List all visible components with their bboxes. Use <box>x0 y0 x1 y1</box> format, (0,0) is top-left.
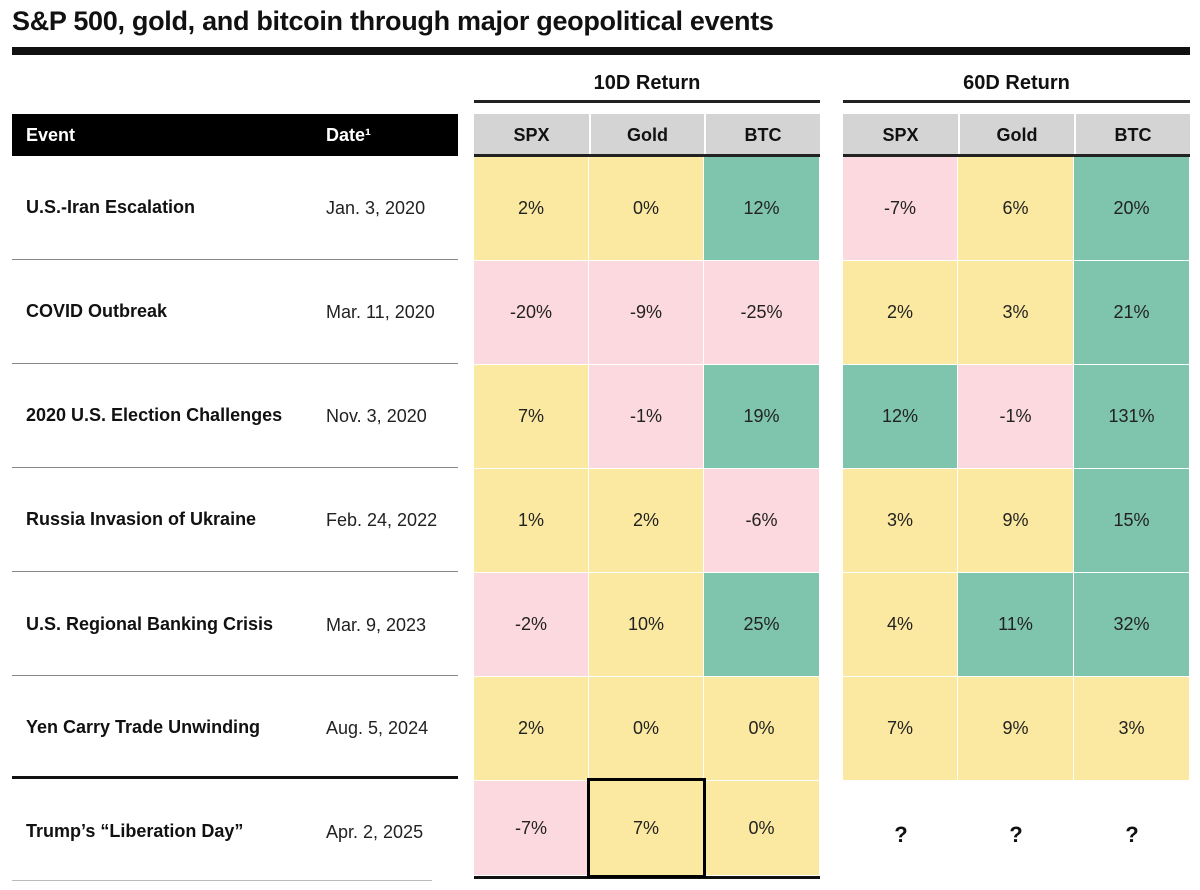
row-divider <box>12 675 458 676</box>
cell-60d-gold: 11% <box>958 573 1074 677</box>
cell-last-10d-gold: 7% <box>589 781 704 876</box>
cell-60d-gold: 9% <box>958 469 1074 573</box>
cell-60d-spx: 2% <box>843 261 958 365</box>
bottom-rule-left <box>12 880 432 881</box>
cell-10d-gold: 2% <box>589 469 704 573</box>
row-date-label: Aug. 5, 2024 <box>326 718 429 738</box>
col-header-10d-spx: SPX <box>474 114 589 156</box>
row-event-label: Russia Invasion of Ukraine <box>26 509 257 529</box>
cell-last-10d-btc: 0% <box>704 781 820 876</box>
cell-10d-spx: 2% <box>474 677 589 781</box>
group-label-10d: 10D Return <box>593 72 701 94</box>
cell-60d-btc: 32% <box>1074 573 1190 677</box>
cell-10d-btc: -25% <box>704 261 820 365</box>
cell-60d-spx: 12% <box>843 365 958 469</box>
cell-60d-gold: 6% <box>958 157 1074 261</box>
col-header-rule-10d <box>474 154 820 157</box>
cell-10d-btc: 12% <box>704 157 820 261</box>
group-rule-60d <box>843 100 1190 103</box>
row-event-label: Yen Carry Trade Unwinding <box>26 717 261 737</box>
cell-60d-btc: 131% <box>1074 365 1190 469</box>
row-event-label-last: Trump’s “Liberation Day” <box>26 821 244 841</box>
title-underline <box>12 47 1190 55</box>
cell-60d-gold: 9% <box>958 677 1074 781</box>
cell-10d-btc: -6% <box>704 469 820 573</box>
cell-60d-btc: 15% <box>1074 469 1190 573</box>
cell-60d-btc: 21% <box>1074 261 1190 365</box>
cell-10d-spx: 7% <box>474 365 589 469</box>
cell-60d-gold: 3% <box>958 261 1074 365</box>
cell-10d-btc: 19% <box>704 365 820 469</box>
col-header-60d-btc: BTC <box>1074 114 1190 156</box>
cell-last-10d-spx: -7% <box>474 781 589 876</box>
row-date-label: Mar. 9, 2023 <box>326 615 427 635</box>
cell-10d-spx: -2% <box>474 573 589 677</box>
row-event-label: U.S.-Iran Escalation <box>26 197 196 217</box>
col-header-10d-gold: Gold <box>589 114 704 156</box>
row-divider <box>12 467 458 468</box>
row-divider <box>12 571 458 572</box>
row-date-label: Nov. 3, 2020 <box>326 406 427 426</box>
cell-60d-spx: 7% <box>843 677 958 781</box>
cell-10d-spx: 2% <box>474 157 589 261</box>
row-event-label: U.S. Regional Banking Crisis <box>26 614 274 634</box>
table-header-bar <box>12 114 458 156</box>
cell-10d-gold: -9% <box>589 261 704 365</box>
cell-60d-btc: 20% <box>1074 157 1190 261</box>
group-rule-10d <box>474 100 820 103</box>
cell-10d-spx: 1% <box>474 469 589 573</box>
unknown-60d-btc: ? <box>1125 822 1139 847</box>
cell-60d-gold: -1% <box>958 365 1074 469</box>
col-header-10d-btc: BTC <box>704 114 820 156</box>
row-event-label: 2020 U.S. Election Challenges <box>26 405 283 425</box>
row-date-label-last: Apr. 2, 2025 <box>326 822 424 842</box>
highlight-frame-gold <box>587 778 706 878</box>
unknown-60d-gold: ? <box>1009 822 1023 847</box>
col-header-rule-60d <box>843 154 1190 157</box>
cell-10d-gold: 10% <box>589 573 704 677</box>
cell-10d-btc: 0% <box>704 677 820 781</box>
header-event: Event <box>26 125 76 145</box>
cell-10d-gold: 0% <box>589 677 704 781</box>
last-row-top-rule <box>12 776 458 779</box>
row-divider <box>12 363 458 364</box>
row-event-label: COVID Outbreak <box>26 301 168 321</box>
col-header-60d-gold: Gold <box>958 114 1074 156</box>
row-date-label: Mar. 11, 2020 <box>326 302 435 322</box>
cell-60d-spx: -7% <box>843 157 958 261</box>
cell-10d-spx: -20% <box>474 261 589 365</box>
unknown-60d-spx: ? <box>894 822 908 847</box>
cell-10d-btc: 25% <box>704 573 820 677</box>
cell-10d-gold: 0% <box>589 157 704 261</box>
header-date: Date¹ <box>326 125 372 145</box>
cell-60d-spx: 4% <box>843 573 958 677</box>
row-date-label: Jan. 3, 2020 <box>326 198 426 218</box>
group-label-60d: 60D Return <box>963 72 1070 94</box>
cell-60d-spx: 3% <box>843 469 958 573</box>
row-date-label: Feb. 24, 2022 <box>326 510 438 530</box>
cell-10d-gold: -1% <box>589 365 704 469</box>
row-divider <box>12 259 458 260</box>
col-header-60d-spx: SPX <box>843 114 958 156</box>
page-title: S&P 500, gold, and bitcoin through major… <box>12 6 774 36</box>
cell-60d-btc: 3% <box>1074 677 1190 781</box>
